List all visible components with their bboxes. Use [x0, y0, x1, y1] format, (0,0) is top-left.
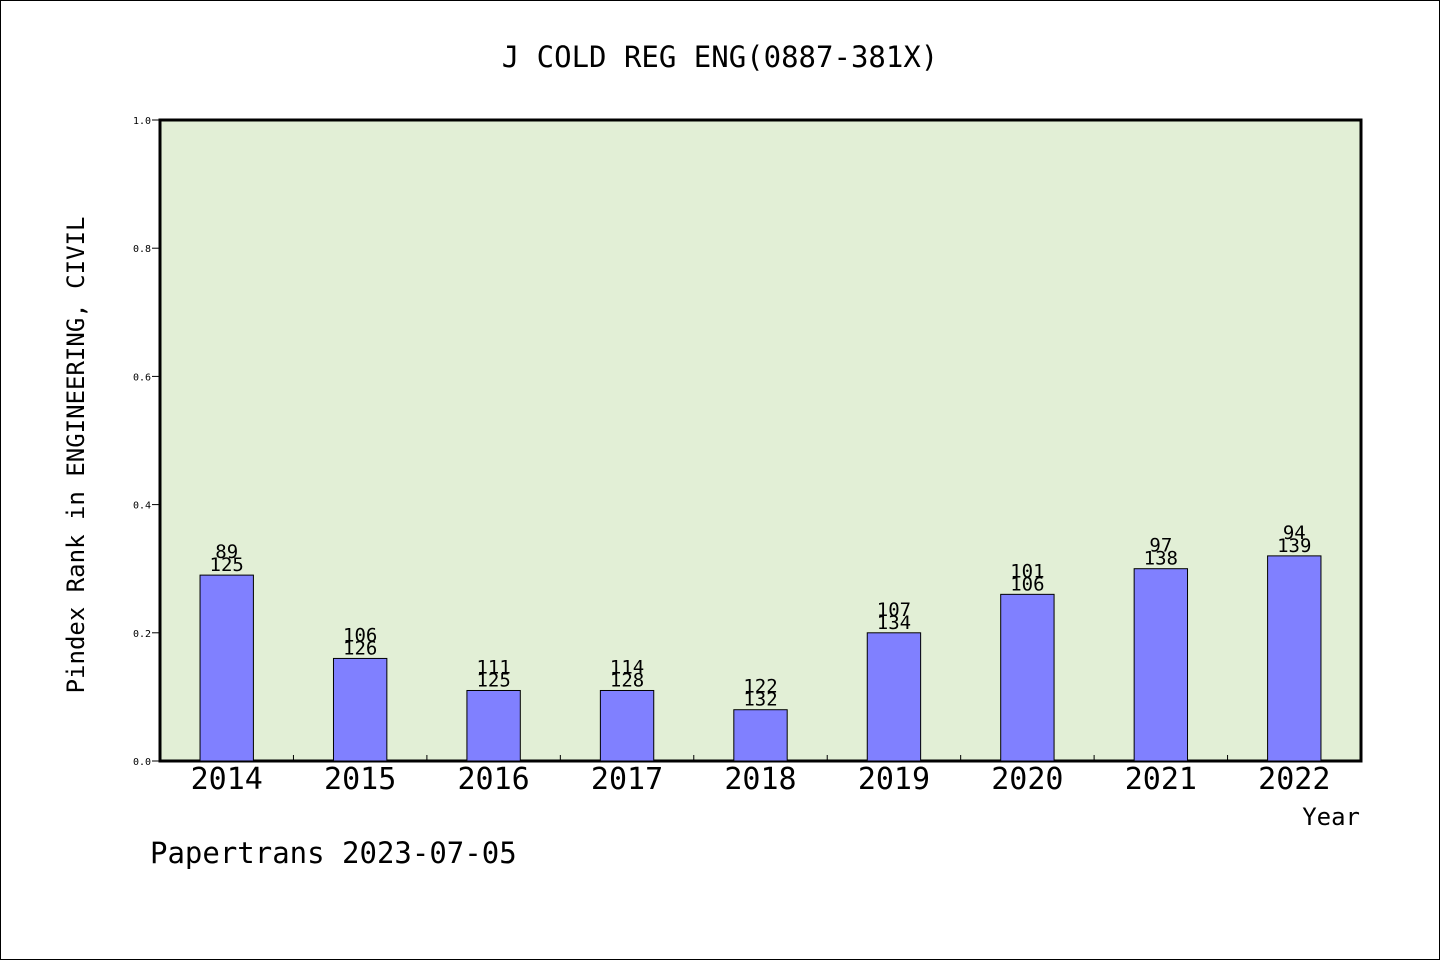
x-tick-label-2019: 2019 — [858, 762, 930, 797]
y-tick-label-0: 0.0 — [133, 757, 151, 768]
x-tick-label-2022: 2022 — [1258, 762, 1330, 797]
bar-2022 — [1267, 555, 1322, 762]
data-label-top-2020: 101 — [1010, 560, 1044, 582]
data-label-top-2022: 94 — [1283, 522, 1306, 544]
data-label-bottom-2019: 134 — [877, 612, 911, 634]
bar-2018 — [733, 709, 788, 762]
data-label-top-2014: 89 — [215, 541, 238, 563]
data-label-bottom-2014: 125 — [210, 554, 244, 576]
data-label-bottom-2018: 132 — [743, 689, 777, 711]
data-label-top-2018: 122 — [743, 676, 777, 698]
data-label-bottom-2021: 138 — [1144, 548, 1178, 570]
bars — [199, 555, 1322, 762]
data-label-top-2015: 106 — [343, 624, 377, 646]
data-label-bottom-2015: 126 — [343, 637, 377, 659]
data-label-top-2019: 107 — [877, 599, 911, 621]
bar-2020 — [1000, 593, 1055, 762]
y-axis-ticks: 0.0 0.2 0.4 0.6 0.8 1.0 — [133, 116, 160, 768]
bar-2021 — [1133, 568, 1189, 762]
bar-2015 — [332, 657, 388, 762]
footer-source-date: Papertrans 2023-07-05 — [150, 836, 517, 870]
data-label-top-2017: 114 — [610, 656, 644, 678]
x-tick-label-2014: 2014 — [191, 762, 263, 797]
bar-2017 — [599, 689, 655, 762]
x-tick-label-2020: 2020 — [991, 762, 1063, 797]
data-label-bottom-2022: 139 — [1277, 535, 1311, 557]
y-tick-label-4: 0.8 — [133, 244, 151, 255]
x-tick-label-2015: 2015 — [324, 762, 396, 797]
x-tick-label-2018: 2018 — [724, 762, 796, 797]
y-tick-label-1: 0.2 — [133, 629, 151, 640]
data-label-bottom-2017: 128 — [610, 669, 644, 691]
data-label-top-2021: 97 — [1149, 535, 1172, 557]
y-tick-label-5: 1.0 — [133, 116, 151, 127]
data-labels: 1258912610612511112811413212213410710610… — [210, 522, 1312, 711]
y-tick-label-2: 0.4 — [133, 501, 151, 512]
bar-2016 — [466, 689, 521, 762]
x-tick-label-2021: 2021 — [1125, 762, 1197, 797]
x-axis-ticks: 2014 2015 2016 2017 2018 2019 2020 2021 2022 — [191, 755, 1330, 797]
data-label-bottom-2016: 125 — [476, 669, 510, 691]
chart-title: J COLD REG ENG(0887-381X) — [502, 40, 939, 74]
y-tick-label-3: 0.6 — [133, 372, 151, 383]
bar-2014 — [199, 574, 254, 762]
data-label-top-2016: 111 — [476, 656, 510, 678]
bar-2019 — [866, 632, 922, 762]
x-tick-label-2016: 2016 — [457, 762, 529, 797]
y-axis-label: Pindex Rank in ENGINEERING, CIVIL — [62, 217, 90, 694]
data-label-bottom-2020: 106 — [1010, 573, 1044, 595]
x-axis-label: Year — [1302, 803, 1360, 831]
x-tick-label-2017: 2017 — [591, 762, 663, 797]
